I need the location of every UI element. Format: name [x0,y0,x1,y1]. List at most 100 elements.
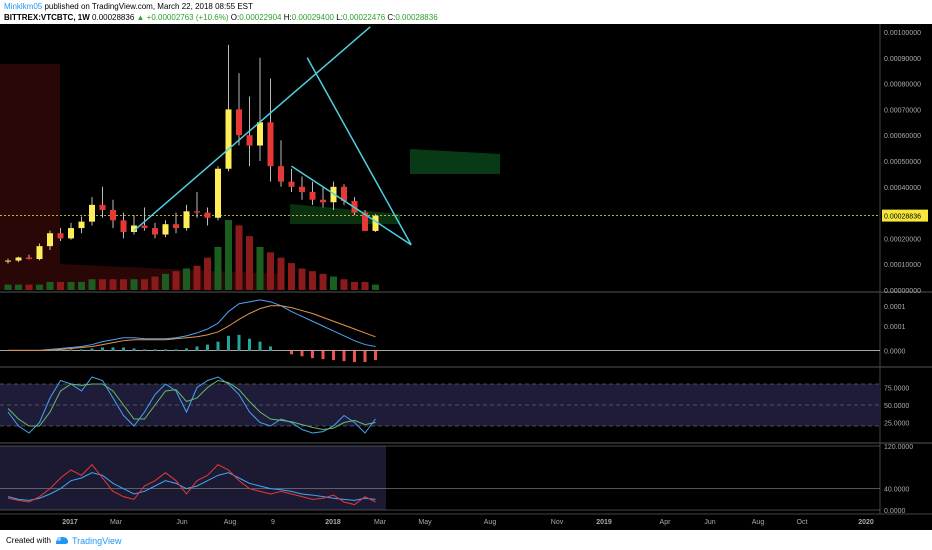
symbol: BITTREX:VTCBTC, 1W [4,13,90,22]
candle-body [141,225,148,229]
candle-body [194,211,200,213]
tradingview-brand[interactable]: TradingView [72,536,122,546]
rsi-tick-label: 0.0000 [884,508,906,515]
volume-bar [109,279,117,290]
price-tick-label: 0.00020000 [884,236,921,243]
volume-bar [256,246,264,290]
macd-histogram-bar [143,349,146,351]
macd-histogram-bar [90,348,94,351]
close-label: C: [387,13,396,22]
candle-body [183,211,190,229]
price-change: +0.00002763 (+10.6%) [146,13,229,22]
volume-bar [361,281,369,290]
price-tick-label: 0.00070000 [884,107,921,114]
tradingview-logo-icon[interactable] [54,534,70,546]
macd-histogram-bar [290,350,293,355]
macd-histogram-bar [332,350,335,361]
last-price: 0.00028836 [92,13,135,22]
volume-bar [4,284,12,290]
candle-body [225,109,232,169]
change-arrow-icon: ▲ [136,13,145,22]
macd-histogram-bar [206,344,209,351]
time-tick-label: 2018 [325,519,341,526]
stoch-band [0,384,880,426]
candle-body [120,220,127,232]
candle-body [162,224,169,235]
candle-body [78,221,85,229]
volume-bar [351,281,358,290]
candle-body [57,233,64,239]
candle-body [5,260,11,262]
candle-body [110,210,116,221]
descending-trendline-lower [291,165,412,246]
stoch-tick-label: 50.0000 [884,403,909,410]
candle-body [99,204,106,211]
macd-histogram-bar [80,349,83,351]
time-tick-label: Aug [484,519,497,526]
volume-bar [225,220,232,290]
future-cloud [410,149,500,174]
volume-bar [193,265,201,290]
candle-body [309,191,316,200]
candle-body [341,186,347,201]
macd-histogram-bar [132,348,136,351]
macd-histogram-bar [374,350,377,361]
created-with-text: Created with [6,536,51,545]
macd-histogram-bar [153,349,157,351]
candle-body [68,228,74,239]
rsi-red-line [7,463,376,506]
time-tick-label: Apr [660,519,672,526]
price-tick-label: 0.00060000 [884,133,921,140]
macd-histogram-bar [248,338,251,351]
volume-bar [78,281,85,290]
author-name[interactable]: Minklkm05 [4,2,43,11]
chart-panes [4,26,412,506]
volume-bar [15,284,22,290]
macd-histogram-bar [227,335,230,351]
candle-body [236,109,242,136]
candle-body [257,122,263,146]
macd-histogram-bar [353,350,356,363]
candle-body [36,246,43,260]
volume-bar [267,252,274,290]
stoch-tick-label: 75.0000 [884,386,909,393]
volume-bar [340,279,348,290]
time-tick-label: Nov [551,519,564,526]
high-label: H: [283,13,292,22]
candle-body [372,215,379,231]
macd-histogram-bar [363,350,367,363]
chart-area[interactable]: 0.00100000 0.00090000 0.00080000 0.00070000… [0,24,932,530]
candle-body [204,212,211,218]
time-tick-label: Mar [374,519,387,526]
macd-tick-label: 0.0000 [884,348,906,355]
macd-histogram-bar [311,350,314,359]
time-tick-label: Aug [224,519,237,526]
macd-histogram-bar [342,350,346,362]
macd-tick-label: 0.0001 [884,324,906,331]
macd-histogram-bar [101,347,104,351]
ascending-trendline [133,26,371,232]
candle-body [246,135,253,146]
volume-bar [204,257,211,290]
candle-body [26,257,32,260]
candle-body [288,181,295,187]
descending-trendline-upper [306,57,412,246]
macd-histogram-bar [237,334,241,351]
volume-bar [130,279,138,290]
high-value: 0.00029400 [291,13,334,22]
volume-bar [172,271,180,290]
macd-tick-label: 0.0001 [884,304,906,311]
price-tick-label: 0.00050000 [884,159,921,166]
candle-body [15,257,22,261]
volume-bar [372,284,379,290]
time-tick-label: Mar [110,519,123,526]
rsi-tick-label: 120.0000 [884,444,913,451]
chart-header: Minklkm05 published on TradingView.com, … [0,0,932,24]
candle-body [152,228,158,235]
time-tick-label: May [418,519,432,526]
candle-body [89,204,95,222]
candle-body [173,224,179,229]
rsi-band [0,446,386,510]
time-tick-label: 2019 [596,519,612,526]
candle-body [267,122,274,167]
